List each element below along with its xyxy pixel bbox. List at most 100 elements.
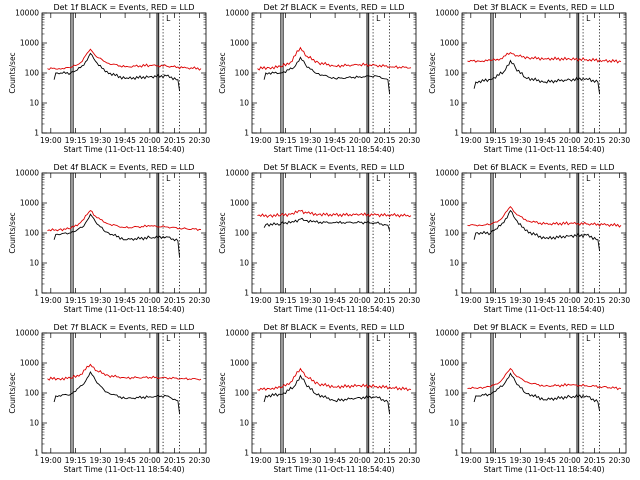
chart-6-xtick-label: 19:15 [485, 296, 507, 305]
chart-4-panel: Det 4f BLACK = Events, RED = LLD 1 10 100 10… [8, 163, 210, 314]
chart-7-xtick-label: 19:15 [65, 456, 87, 465]
chart-7-panel: Det 7f BLACK = Events, RED = LLD 1 10 100 10… [8, 323, 210, 474]
chart-8-ylabel: Counts/sec [218, 372, 227, 413]
chart-7-xtick-label: 19:00 [40, 456, 62, 465]
chart-6-xtick-label: 20:00 [559, 296, 581, 305]
chart-8-xtick-label: 19:45 [324, 456, 346, 465]
chart-6-ytick-label: 1000 [440, 199, 459, 208]
chart-9-ylabel: Counts/sec [428, 372, 437, 413]
chart-2-xlabel: Start Time (11-Oct-11 18:54:40) [273, 145, 394, 154]
chart-3-ylabel: Counts/sec [428, 52, 437, 93]
chart-9-ytick-label: 10000 [435, 329, 459, 338]
chart-1-ytick-label: 1 [34, 129, 39, 138]
chart-7-title: Det 7f BLACK = Events, RED = LLD [53, 323, 194, 332]
chart-9-title: Det 9f BLACK = Events, RED = LLD [473, 323, 614, 332]
chart-6-xtick-label: 20:15 [584, 296, 606, 305]
chart-1-ylabel: Counts/sec [8, 52, 17, 93]
chart-5-ytick-label: 10 [239, 259, 249, 268]
chart-5-ytick-label: 1000 [230, 199, 249, 208]
chart-1-panel: Det 1f BLACK = Events, RED = LLD 1 10 100 10… [8, 3, 210, 154]
chart-9-ytick-label: 10 [449, 419, 459, 428]
chart-1-annotation: L [166, 14, 171, 23]
chart-5-annotation: L [376, 174, 381, 183]
chart-4-series-events-line [53, 213, 181, 258]
chart-1-xtick-label: 20:00 [139, 136, 161, 145]
chart-4-annotation: L [166, 174, 171, 183]
chart-2-ytick-label: 10 [239, 99, 249, 108]
chart-4-xtick-label: 19:45 [114, 296, 136, 305]
chart-2-ylabel: Counts/sec [218, 52, 227, 93]
chart-7-xtick-label: 20:00 [139, 456, 161, 465]
chart-2-ytick-label: 10000 [225, 9, 249, 18]
chart-3-ytick-label: 10000 [435, 9, 459, 18]
chart-3-title: Det 3f BLACK = Events, RED = LLD [473, 3, 614, 12]
chart-6-ylabel: Counts/sec [428, 212, 437, 253]
chart-5-ylabel: Counts/sec [218, 212, 227, 253]
chart-5-ytick-label: 10000 [225, 169, 249, 178]
chart-9-series-events-line [473, 372, 601, 412]
chart-4-xtick-label: 19:30 [90, 296, 112, 305]
chart-8-ytick-label: 1 [244, 449, 249, 458]
chart-9-xtick-label: 19:30 [510, 456, 532, 465]
chart-2-xtick-label: 20:15 [374, 136, 396, 145]
chart-3-xlabel: Start Time (11-Oct-11 18:54:40) [483, 145, 604, 154]
chart-1-xtick-label: 19:30 [90, 136, 112, 145]
chart-8-panel: Det 8f BLACK = Events, RED = LLD 1 10 100 10… [218, 323, 420, 474]
chart-6-ytick-label: 10 [449, 259, 459, 268]
chart-3-plot-frame [461, 12, 627, 134]
chart-2-xtick-label: 19:00 [250, 136, 272, 145]
chart-1-xtick-label: 20:30 [189, 136, 211, 145]
chart-8-ytick-label: 100 [235, 389, 250, 398]
chart-6-annotation: L [586, 174, 591, 183]
chart-5-xlabel: Start Time (11-Oct-11 18:54:40) [273, 305, 394, 314]
chart-5-xtick-label: 19:15 [275, 296, 297, 305]
chart-7-plot-frame [41, 332, 207, 454]
chart-8-series-events-line [263, 374, 391, 415]
chart-3-xtick-label: 20:30 [609, 136, 631, 145]
chart-5-series-lld-line [257, 209, 412, 219]
chart-7-xtick-label: 20:15 [164, 456, 186, 465]
chart-3-xtick-label: 19:45 [534, 136, 556, 145]
chart-3-xtick-label: 19:00 [460, 136, 482, 145]
chart-1-xtick-label: 19:15 [65, 136, 87, 145]
chart-5-xtick-label: 20:30 [399, 296, 421, 305]
chart-7-xlabel: Start Time (11-Oct-11 18:54:40) [63, 465, 184, 474]
chart-7-annotation: L [166, 334, 171, 343]
chart-8-xtick-label: 20:30 [399, 456, 421, 465]
chart-2-title: Det 2f BLACK = Events, RED = LLD [263, 3, 404, 12]
chart-2-series-lld-line [257, 46, 412, 71]
chart-7-series-events-line [53, 371, 181, 415]
chart-8-xtick-label: 19:30 [300, 456, 322, 465]
chart-6-panel: Det 6f BLACK = Events, RED = LLD 1 10 100 10… [428, 163, 630, 314]
chart-6-xtick-label: 19:00 [460, 296, 482, 305]
chart-5-xtick-label: 20:00 [349, 296, 371, 305]
chart-8-xtick-label: 20:00 [349, 456, 371, 465]
chart-8-xlabel: Start Time (11-Oct-11 18:54:40) [273, 465, 394, 474]
chart-8-ytick-label: 10000 [225, 329, 249, 338]
chart-7-ytick-label: 1 [34, 449, 39, 458]
chart-9-panel: Det 9f BLACK = Events, RED = LLD 1 10 100 10… [428, 323, 630, 474]
chart-2-annotation: L [376, 14, 381, 23]
chart-5-xtick-label: 19:45 [324, 296, 346, 305]
chart-1-title: Det 1f BLACK = Events, RED = LLD [53, 3, 194, 12]
chart-8-xtick-label: 19:15 [275, 456, 297, 465]
chart-2-panel: Det 2f BLACK = Events, RED = LLD 1 10 100 10… [218, 3, 420, 154]
chart-3-ytick-label: 1 [454, 129, 459, 138]
chart-3-ytick-label: 1000 [440, 39, 459, 48]
chart-6-xtick-label: 19:30 [510, 296, 532, 305]
chart-2-xtick-label: 19:15 [275, 136, 297, 145]
chart-7-ytick-label: 10000 [15, 329, 39, 338]
chart-9-xtick-label: 19:00 [460, 456, 482, 465]
chart-6-xlabel: Start Time (11-Oct-11 18:54:40) [483, 305, 604, 314]
chart-9-xtick-label: 20:00 [559, 456, 581, 465]
chart-2-xtick-label: 20:00 [349, 136, 371, 145]
chart-8-series-lld-line [257, 367, 412, 392]
chart-5-plot-frame [251, 172, 417, 294]
chart-3-annotation: L [586, 14, 591, 23]
chart-9-plot-frame [461, 332, 627, 454]
chart-4-ytick-label: 10000 [15, 169, 39, 178]
chart-9-annotation: L [586, 334, 591, 343]
chart-9-xtick-label: 20:15 [584, 456, 606, 465]
chart-6-xtick-label: 19:45 [534, 296, 556, 305]
chart-1-xlabel: Start Time (11-Oct-11 18:54:40) [63, 145, 184, 154]
